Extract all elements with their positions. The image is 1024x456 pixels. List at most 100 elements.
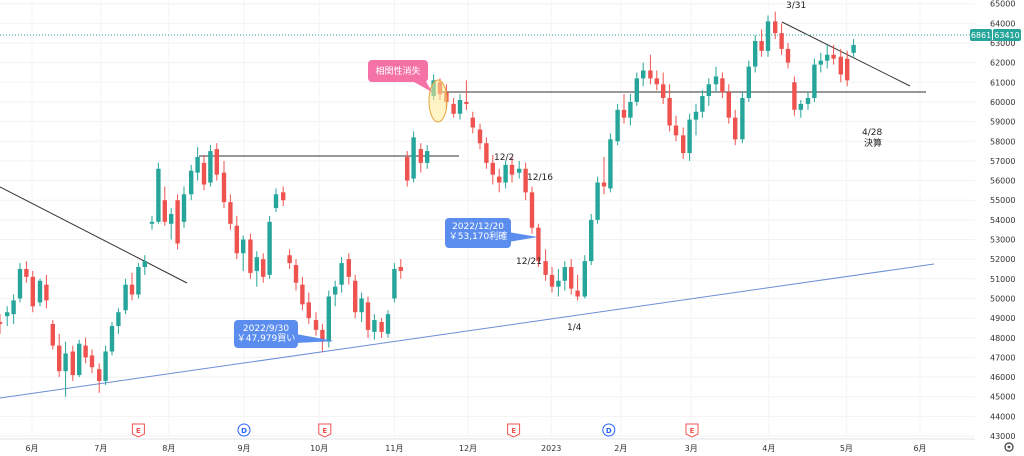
callout-text: 相関性消失 [375,65,420,77]
current-price-tag-label: 63410 [994,31,1019,40]
callout-pointer [508,232,538,242]
candle [451,98,456,118]
candle [339,257,344,293]
earnings-event-icon[interactable]: E [507,423,521,438]
event-badge-label: E [690,427,695,435]
candle [372,314,377,340]
dividend-event-icon[interactable]: D [602,423,616,437]
candle-body [267,221,272,275]
callout-text: ￥53,170利確 [449,230,508,242]
candle-body [11,300,16,315]
candle-body [798,103,803,110]
candle-body [405,156,410,181]
candle-body [195,156,200,173]
earnings-event-icon[interactable]: E [131,423,145,438]
candle-body [667,98,672,126]
candle-body [411,137,416,179]
price-tick-label: 50000 [990,294,1015,303]
candle [746,60,751,102]
candle [30,270,35,313]
candle-body [490,162,495,175]
candle [24,261,29,283]
candle [785,43,791,69]
highlight-ellipse [428,79,448,123]
candle [405,151,410,187]
candle [536,223,541,268]
candle-body [228,202,233,224]
candle [221,160,227,209]
candle-body [451,103,456,114]
candle [385,310,391,338]
candle [254,251,259,287]
candle-body [628,101,633,118]
candle-body [300,284,305,305]
earnings-event-icon[interactable]: E [318,423,332,438]
candle-body [740,98,745,140]
candle [392,263,397,303]
candle [142,255,147,275]
candle-body [5,312,10,317]
candle [470,111,475,134]
price-tick-label: 51000 [990,275,1015,284]
earnings-event-icon[interactable]: E [685,423,699,438]
candle [201,155,207,191]
candle-body [346,259,351,277]
date-annotation: 1/4 [567,323,582,333]
candle-body [529,192,535,228]
candle-body [615,109,620,142]
candle [477,123,483,150]
candle [306,292,311,324]
candle-body [582,261,587,297]
price-tick-label: 62000 [990,59,1015,68]
candle-body [785,48,791,63]
time-tick-label: 6月 [913,444,926,453]
time-tick-label: 5月 [840,444,853,453]
candle-body [503,164,508,183]
candle [464,80,469,110]
candle-body [17,268,23,299]
candle [733,109,738,146]
candle [398,259,403,279]
dividend-event-icon[interactable]: D [237,423,251,437]
candle [838,48,843,83]
candle [17,263,23,303]
settings-gear-icon[interactable] [1004,442,1014,452]
candle-body [70,351,75,376]
candle-body [30,276,35,307]
candle-body [608,139,613,189]
candle [805,92,811,110]
candle [529,186,535,234]
candle [123,278,128,315]
downtrend-line-left [0,186,188,284]
candle-body [470,117,475,128]
callout-text: 2022/9/30 [243,324,289,334]
candles [0,11,856,397]
candle [575,274,580,301]
candle [5,306,10,326]
candle [273,188,279,212]
candle-body [89,355,95,368]
candle [136,263,141,299]
price-axis[interactable]: 43000 44000 45000 46000 47000 48000 49000 50000… [970,0,1021,441]
time-tick-label: 8月 [162,444,175,453]
candle [562,261,567,291]
candle [825,44,830,69]
candle [281,186,286,207]
dividend-badge-shape [602,423,616,437]
candle-body [425,151,430,163]
candle-body [700,96,705,112]
candle [628,94,633,126]
price-tick-label: 59000 [990,118,1015,127]
candle-body [57,345,62,372]
candle-body [392,268,397,299]
event-badge-label: E [322,427,327,435]
time-axis[interactable]: 6月 7月 8月 9月 10月 11月 12月 2023 2月 3月 4月 5月 6月 [0,438,1014,453]
candle-body [156,168,161,222]
candle-body [313,320,319,330]
candle-body [142,261,147,268]
candle-body [523,168,528,193]
candle-body [634,78,639,102]
